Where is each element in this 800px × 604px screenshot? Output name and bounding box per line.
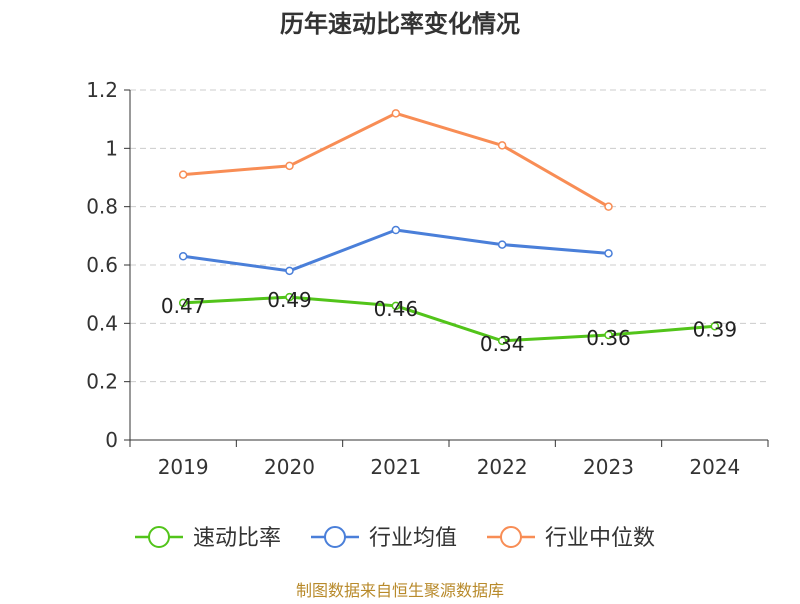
data-label: 0.39 (693, 317, 738, 341)
series-group (178, 109, 720, 346)
y-tick-label: 0.8 (86, 195, 118, 219)
data-label: 0.49 (267, 288, 312, 312)
y-tick-label: 1 (105, 136, 118, 160)
data-point-0 (604, 330, 613, 340)
data-point-1 (285, 266, 294, 276)
y-tick-label: 0.6 (86, 253, 118, 277)
data-point-2 (391, 109, 401, 118)
data-point-2 (178, 170, 188, 179)
x-tick-label: 2023 (583, 455, 634, 479)
data-point-0 (285, 292, 294, 302)
data-label: 0.34 (480, 332, 525, 356)
data-point-2 (604, 202, 613, 211)
data-point-1 (497, 240, 507, 249)
data-point-2 (497, 141, 507, 150)
data-point-1 (604, 249, 613, 258)
legend-marker-0 (148, 526, 170, 548)
x-tick-label: 2020 (264, 455, 315, 479)
legend-label-1: 行业均值 (369, 526, 457, 551)
data-point-0 (178, 298, 188, 308)
data-labels: 0.47 0.49 0.46 0.34 0.36 0.39 (161, 288, 737, 356)
axes: 0 0.2 0.4 0.6 0.8 1 1.2 2019 2020 2021 2022 2023 202… (86, 78, 769, 479)
legend-marker-1 (324, 526, 346, 548)
data-label: 0.46 (374, 297, 419, 321)
x-tick-label: 2019 (158, 455, 209, 479)
y-tick-label: 0.2 (86, 370, 118, 394)
source-note: 制图数据来自恒生聚源数据库 (296, 581, 504, 600)
series-line-0 (183, 295, 715, 343)
y-tick-label: 1.2 (86, 78, 118, 102)
x-tick-label: 2021 (370, 455, 421, 479)
legend: 速动比率 行业均值 行业中位数 (135, 526, 655, 551)
legend-label-2: 行业中位数 (545, 526, 655, 551)
grid-lines (130, 89, 768, 383)
legend-marker-2 (500, 526, 522, 548)
legend-label-0: 速动比率 (193, 526, 281, 551)
data-point-1 (178, 252, 188, 261)
data-label: 0.36 (586, 326, 631, 350)
x-tick-label: 2022 (477, 455, 528, 479)
y-tick-label: 0 (105, 428, 118, 452)
data-point-0 (391, 301, 401, 311)
x-tick-label: 2024 (689, 455, 740, 479)
data-point-0 (710, 322, 720, 331)
y-tick-label: 0.4 (86, 311, 118, 335)
chart-title: 历年速动比率变化情况 (280, 10, 520, 38)
data-point-1 (391, 225, 401, 235)
data-point-0 (497, 336, 507, 346)
data-point-2 (285, 161, 294, 171)
data-label: 0.47 (161, 294, 206, 318)
series-line-2 (183, 111, 610, 208)
